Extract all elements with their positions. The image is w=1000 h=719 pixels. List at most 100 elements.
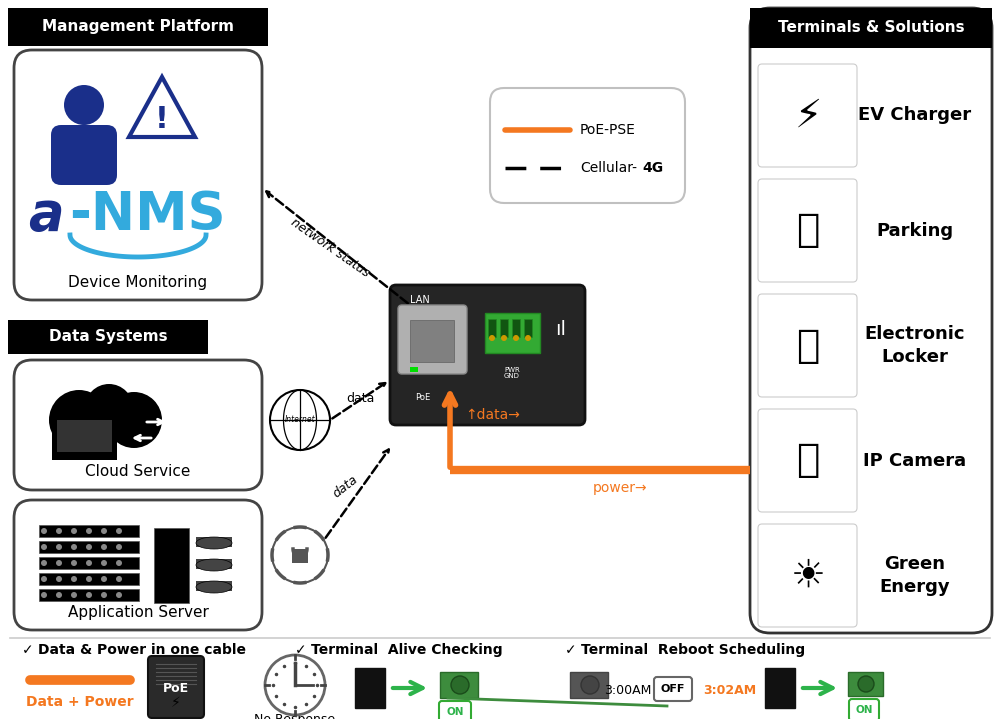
- Circle shape: [41, 544, 47, 550]
- Circle shape: [116, 576, 122, 582]
- FancyBboxPatch shape: [410, 320, 454, 362]
- Text: 🗄: 🗄: [796, 326, 820, 365]
- Text: No Response: No Response: [254, 713, 336, 719]
- Text: OFF: OFF: [661, 684, 685, 694]
- Circle shape: [101, 576, 107, 582]
- Text: ıl: ıl: [555, 320, 566, 339]
- Circle shape: [71, 560, 77, 566]
- Bar: [39, 573, 139, 585]
- Text: Device Monitoring: Device Monitoring: [68, 275, 208, 290]
- Text: IP Camera: IP Camera: [863, 452, 967, 470]
- FancyBboxPatch shape: [439, 701, 471, 719]
- Bar: [196, 559, 232, 569]
- Bar: [570, 672, 608, 698]
- FancyBboxPatch shape: [750, 8, 992, 633]
- Text: LAN: LAN: [410, 295, 430, 305]
- Text: data: data: [346, 392, 374, 405]
- Text: data: data: [330, 473, 360, 500]
- Text: ON: ON: [446, 707, 464, 717]
- Bar: [524, 319, 532, 337]
- Text: ✓: ✓: [295, 643, 307, 657]
- Circle shape: [116, 592, 122, 598]
- Circle shape: [56, 592, 62, 598]
- Circle shape: [56, 544, 62, 550]
- FancyBboxPatch shape: [398, 305, 467, 374]
- Circle shape: [41, 576, 47, 582]
- Text: EV Charger: EV Charger: [858, 106, 972, 124]
- Circle shape: [106, 392, 162, 448]
- Circle shape: [86, 544, 92, 550]
- Bar: [512, 319, 520, 337]
- Text: !: !: [155, 106, 169, 134]
- FancyBboxPatch shape: [14, 50, 262, 300]
- Bar: [57, 420, 112, 452]
- Text: Cellular-: Cellular-: [580, 161, 637, 175]
- Text: Management Platform: Management Platform: [42, 19, 234, 35]
- Circle shape: [71, 528, 77, 534]
- Text: PWR
GND: PWR GND: [504, 367, 520, 380]
- Bar: [500, 319, 508, 337]
- Ellipse shape: [196, 559, 232, 571]
- Text: -NMS: -NMS: [69, 189, 226, 241]
- Circle shape: [86, 528, 92, 534]
- FancyBboxPatch shape: [148, 656, 204, 718]
- Bar: [39, 589, 139, 601]
- Circle shape: [56, 528, 62, 534]
- Text: Parking: Parking: [876, 221, 954, 239]
- Circle shape: [525, 335, 531, 341]
- Text: ✓: ✓: [565, 643, 577, 657]
- Text: ⚡: ⚡: [171, 696, 181, 710]
- Text: 📷: 📷: [796, 441, 820, 480]
- Circle shape: [85, 384, 133, 432]
- Bar: [196, 581, 232, 591]
- FancyBboxPatch shape: [849, 699, 879, 719]
- Circle shape: [56, 576, 62, 582]
- Text: PoE: PoE: [163, 682, 189, 695]
- Circle shape: [86, 592, 92, 598]
- Bar: [750, 8, 992, 48]
- Circle shape: [71, 544, 77, 550]
- Circle shape: [116, 544, 122, 550]
- Circle shape: [451, 676, 469, 694]
- Circle shape: [71, 592, 77, 598]
- Circle shape: [858, 676, 874, 692]
- Circle shape: [116, 528, 122, 534]
- Text: Cloud Service: Cloud Service: [85, 464, 191, 480]
- Circle shape: [101, 528, 107, 534]
- Text: Green
Energy: Green Energy: [880, 555, 950, 595]
- Text: 🚗: 🚗: [796, 211, 820, 249]
- Text: ⚡: ⚡: [794, 96, 822, 134]
- Circle shape: [501, 335, 507, 341]
- Text: ON: ON: [855, 705, 873, 715]
- FancyBboxPatch shape: [51, 125, 117, 185]
- Text: PoE: PoE: [415, 393, 430, 402]
- Circle shape: [56, 560, 62, 566]
- Text: power→: power→: [593, 481, 647, 495]
- Text: Electronic
Locker: Electronic Locker: [865, 326, 965, 365]
- Circle shape: [101, 544, 107, 550]
- Text: ☀: ☀: [791, 557, 825, 595]
- Circle shape: [41, 528, 47, 534]
- Bar: [39, 557, 139, 569]
- Circle shape: [72, 416, 116, 460]
- Text: Internet: Internet: [285, 416, 315, 424]
- FancyBboxPatch shape: [390, 285, 585, 425]
- Bar: [488, 319, 496, 337]
- Circle shape: [101, 592, 107, 598]
- Bar: [39, 541, 139, 553]
- FancyBboxPatch shape: [485, 313, 540, 353]
- Bar: [39, 525, 139, 537]
- Text: 3:02AM: 3:02AM: [703, 684, 757, 697]
- Bar: [848, 672, 883, 696]
- Bar: [292, 549, 308, 563]
- Bar: [8, 8, 268, 46]
- Circle shape: [116, 560, 122, 566]
- Bar: [410, 367, 418, 372]
- Text: a: a: [28, 189, 64, 241]
- FancyBboxPatch shape: [14, 360, 262, 490]
- Circle shape: [86, 560, 92, 566]
- Bar: [8, 320, 208, 354]
- Bar: [355, 668, 385, 708]
- Ellipse shape: [196, 581, 232, 593]
- Bar: [765, 668, 795, 708]
